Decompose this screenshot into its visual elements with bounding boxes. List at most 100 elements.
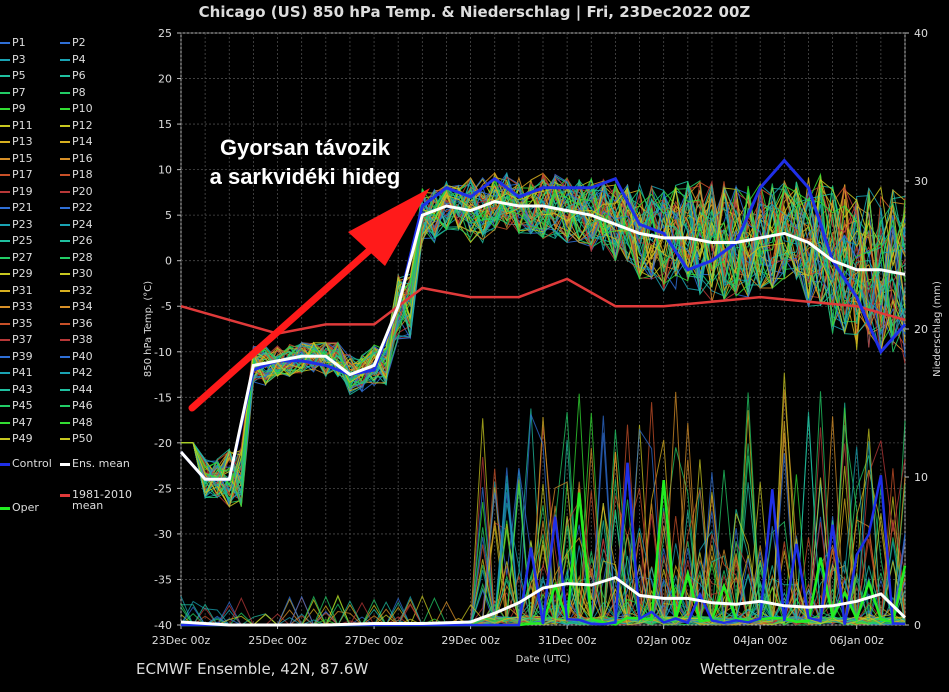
legend-item-p11: P11: [0, 119, 33, 133]
legend-label: P36: [72, 316, 93, 330]
legend-swatch: [60, 372, 70, 374]
legend-label: P11: [12, 118, 33, 132]
legend-label: P38: [72, 333, 93, 346]
x-tick-label: 23Dec 00z: [152, 634, 211, 647]
legend-label: P13: [12, 135, 33, 148]
legend-item-p16: P16: [60, 152, 93, 166]
legend-item-p32: P32: [60, 284, 93, 298]
legend-item-p15: P15: [0, 152, 33, 166]
legend-item-p26: P26: [60, 234, 93, 248]
legend-item-p31: P31: [0, 284, 33, 298]
x-tick-label: 04Jan 00z: [733, 634, 787, 647]
legend-label: P49: [12, 432, 33, 445]
legend-item-p35: P35: [0, 317, 33, 331]
site-credit: Wetterzentrale.de: [700, 660, 836, 678]
legend-item-p50: P50: [60, 432, 93, 446]
legend-label: P24: [72, 217, 93, 231]
legend-label: P14: [72, 135, 93, 148]
legend-item-p5: P5: [0, 69, 26, 83]
legend-swatch: [0, 141, 10, 143]
legend-swatch: [0, 157, 10, 160]
legend-item-p25: P25: [0, 234, 33, 248]
legend-item-p24: P24: [60, 218, 93, 232]
y2-tick-label: 10: [914, 471, 928, 484]
chart-title: Chicago (US) 850 hPa Temp. & Niederschla…: [198, 3, 751, 21]
legend-item-p10: P10: [60, 102, 93, 116]
legend-swatch: [60, 108, 70, 110]
legend-swatch: [60, 339, 70, 341]
x-tick-label: 29Dec 00z: [441, 634, 500, 647]
y-tick-label: 0: [165, 255, 172, 268]
legend-item-p40: P40: [60, 350, 93, 364]
legend-label: P39: [12, 349, 33, 363]
legend-item-p27: P27: [0, 251, 33, 265]
legend-swatch: [0, 273, 10, 275]
legend-label: P5: [12, 69, 26, 82]
y-tick-label: 20: [158, 73, 172, 86]
legend-item-p1: P1: [0, 36, 26, 50]
legend-swatch: [60, 322, 70, 325]
legend-item-p46: P46: [60, 399, 93, 413]
legend-swatch: [60, 306, 70, 308]
legend-label: P1: [12, 36, 26, 49]
y-tick-label: -5: [161, 300, 172, 313]
y2-tick-label: 30: [914, 175, 928, 188]
legend-swatch: [60, 75, 70, 77]
member-temp-line: [181, 172, 906, 486]
legend-swatch: [0, 388, 10, 391]
legend-swatch: [0, 438, 10, 440]
legend-item-p44: P44: [60, 383, 93, 397]
x-tick-label: 31Dec 00z: [538, 634, 597, 647]
legend-item-p45: P45: [0, 399, 33, 413]
model-info: ECMWF Ensemble, 42N, 87.6W: [136, 660, 369, 678]
legend-label: P2: [72, 36, 86, 49]
legend-item-p23: P23: [0, 218, 33, 232]
legend-label: P34: [72, 300, 93, 313]
legend-label: P47: [12, 415, 33, 429]
legend-swatch: [60, 405, 70, 407]
legend-swatch: [60, 42, 70, 44]
y-tick-label: -15: [154, 391, 172, 404]
legend-swatch: [60, 207, 70, 209]
legend-swatch: [60, 462, 70, 466]
legend-label: P46: [72, 399, 93, 412]
legend-item-p14: P14: [60, 135, 93, 149]
legend-label: P17: [12, 168, 33, 181]
legend-swatch: [60, 438, 70, 440]
legend-label: P26: [72, 234, 93, 247]
legend-swatch: [60, 58, 70, 61]
legend-swatch: [60, 223, 70, 226]
annotation-arrow-head: [348, 188, 430, 266]
legend-swatch: [60, 141, 70, 143]
y2-tick-label: 40: [914, 27, 928, 40]
legend-item-p34: P34: [60, 300, 93, 314]
legend-item-p38: P38: [60, 333, 93, 347]
y-tick-label: 10: [158, 164, 172, 177]
legend-label: P28: [72, 250, 93, 264]
annotation-line-2: a sarkvidéki hideg: [210, 164, 401, 189]
legend-label: P16: [72, 151, 93, 165]
ens-mean-precip-line: [180, 575, 907, 627]
legend-label: P7: [12, 85, 26, 99]
legend-swatch: [60, 91, 70, 94]
legend-item-p37: P37: [0, 333, 33, 347]
legend-swatch: [0, 75, 10, 77]
legend-item-ens-mean: Ens. mean: [60, 457, 130, 471]
legend-swatch: [0, 256, 10, 259]
legend-label-clim-2: mean: [72, 499, 104, 512]
legend-swatch: [0, 58, 10, 61]
legend-item-p9: P9: [0, 102, 26, 116]
legend-label: P6: [72, 69, 86, 82]
legend-label: P19: [12, 184, 33, 198]
legend-label: P41: [12, 366, 33, 379]
legend-item-p41: P41: [0, 366, 33, 380]
legend-label: P33: [12, 300, 33, 313]
legend-item-p43: P43: [0, 383, 33, 397]
legend-item-p17: P17: [0, 168, 33, 182]
legend-label: P3: [12, 52, 26, 66]
legend-swatch: [60, 421, 70, 424]
legend-label: P12: [72, 118, 93, 132]
x-tick-label: 25Dec 00z: [248, 634, 307, 647]
legend-swatch: [60, 190, 70, 193]
